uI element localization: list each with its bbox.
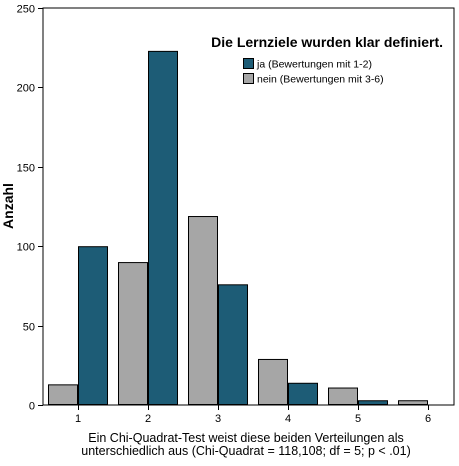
x-tick-label: 6: [425, 413, 431, 425]
x-axis-label-line-1: Ein Chi-Quadrat-Test weist diese beiden …: [88, 431, 404, 445]
bar-nein-4: [258, 358, 288, 405]
legend-label: ja (Bewertungen mit 1-2): [256, 59, 372, 71]
x-tick-label: 3: [215, 413, 221, 425]
legend: ja (Bewertungen mit 1-2) nein (Bewertunge…: [243, 58, 384, 86]
chart-title: Die Lernziele wurden klar definiert.: [211, 34, 443, 50]
legend-swatch: [243, 73, 254, 84]
bar-nein-6: [398, 400, 428, 405]
bar-nein-5: [328, 387, 358, 406]
y-tick-label: 150: [17, 163, 35, 175]
legend-swatch: [243, 58, 254, 69]
x-tick-label: 4: [285, 413, 291, 425]
bar-ja-3: [218, 284, 248, 406]
bar-ja-2: [148, 50, 178, 405]
y-tick-label: 200: [17, 83, 35, 95]
y-axis-label: Anzahl: [0, 183, 16, 229]
y-tick-label: 50: [23, 322, 35, 334]
bar-ja-1: [78, 246, 108, 405]
y-tick-label: 250: [17, 4, 35, 16]
x-tick-label: 1: [75, 413, 81, 425]
y-tick-label: 0: [29, 401, 35, 413]
bar-ja-5: [358, 400, 388, 405]
x-axis-label: Ein Chi-Quadrat-Test weist diese beiden …: [40, 432, 452, 458]
bar-nein-2: [118, 262, 148, 405]
y-axis: 0 50 100 150 200 250: [17, 4, 43, 413]
y-tick-label: 100: [17, 242, 35, 254]
x-axis-label-line-2: unterschiedlich aus (Chi-Quadrat = 118,1…: [81, 444, 411, 458]
bars-group: [48, 50, 428, 406]
bar-nein-1: [48, 384, 78, 405]
legend-label: nein (Bewertungen mit 3-6): [257, 74, 384, 86]
bar-nein-3: [188, 216, 218, 405]
bar-ja-4: [288, 382, 318, 406]
x-tick-label: 2: [145, 413, 151, 425]
x-tick-label: 5: [355, 413, 361, 425]
x-axis: 1 2 3 4 5 6: [75, 405, 431, 425]
